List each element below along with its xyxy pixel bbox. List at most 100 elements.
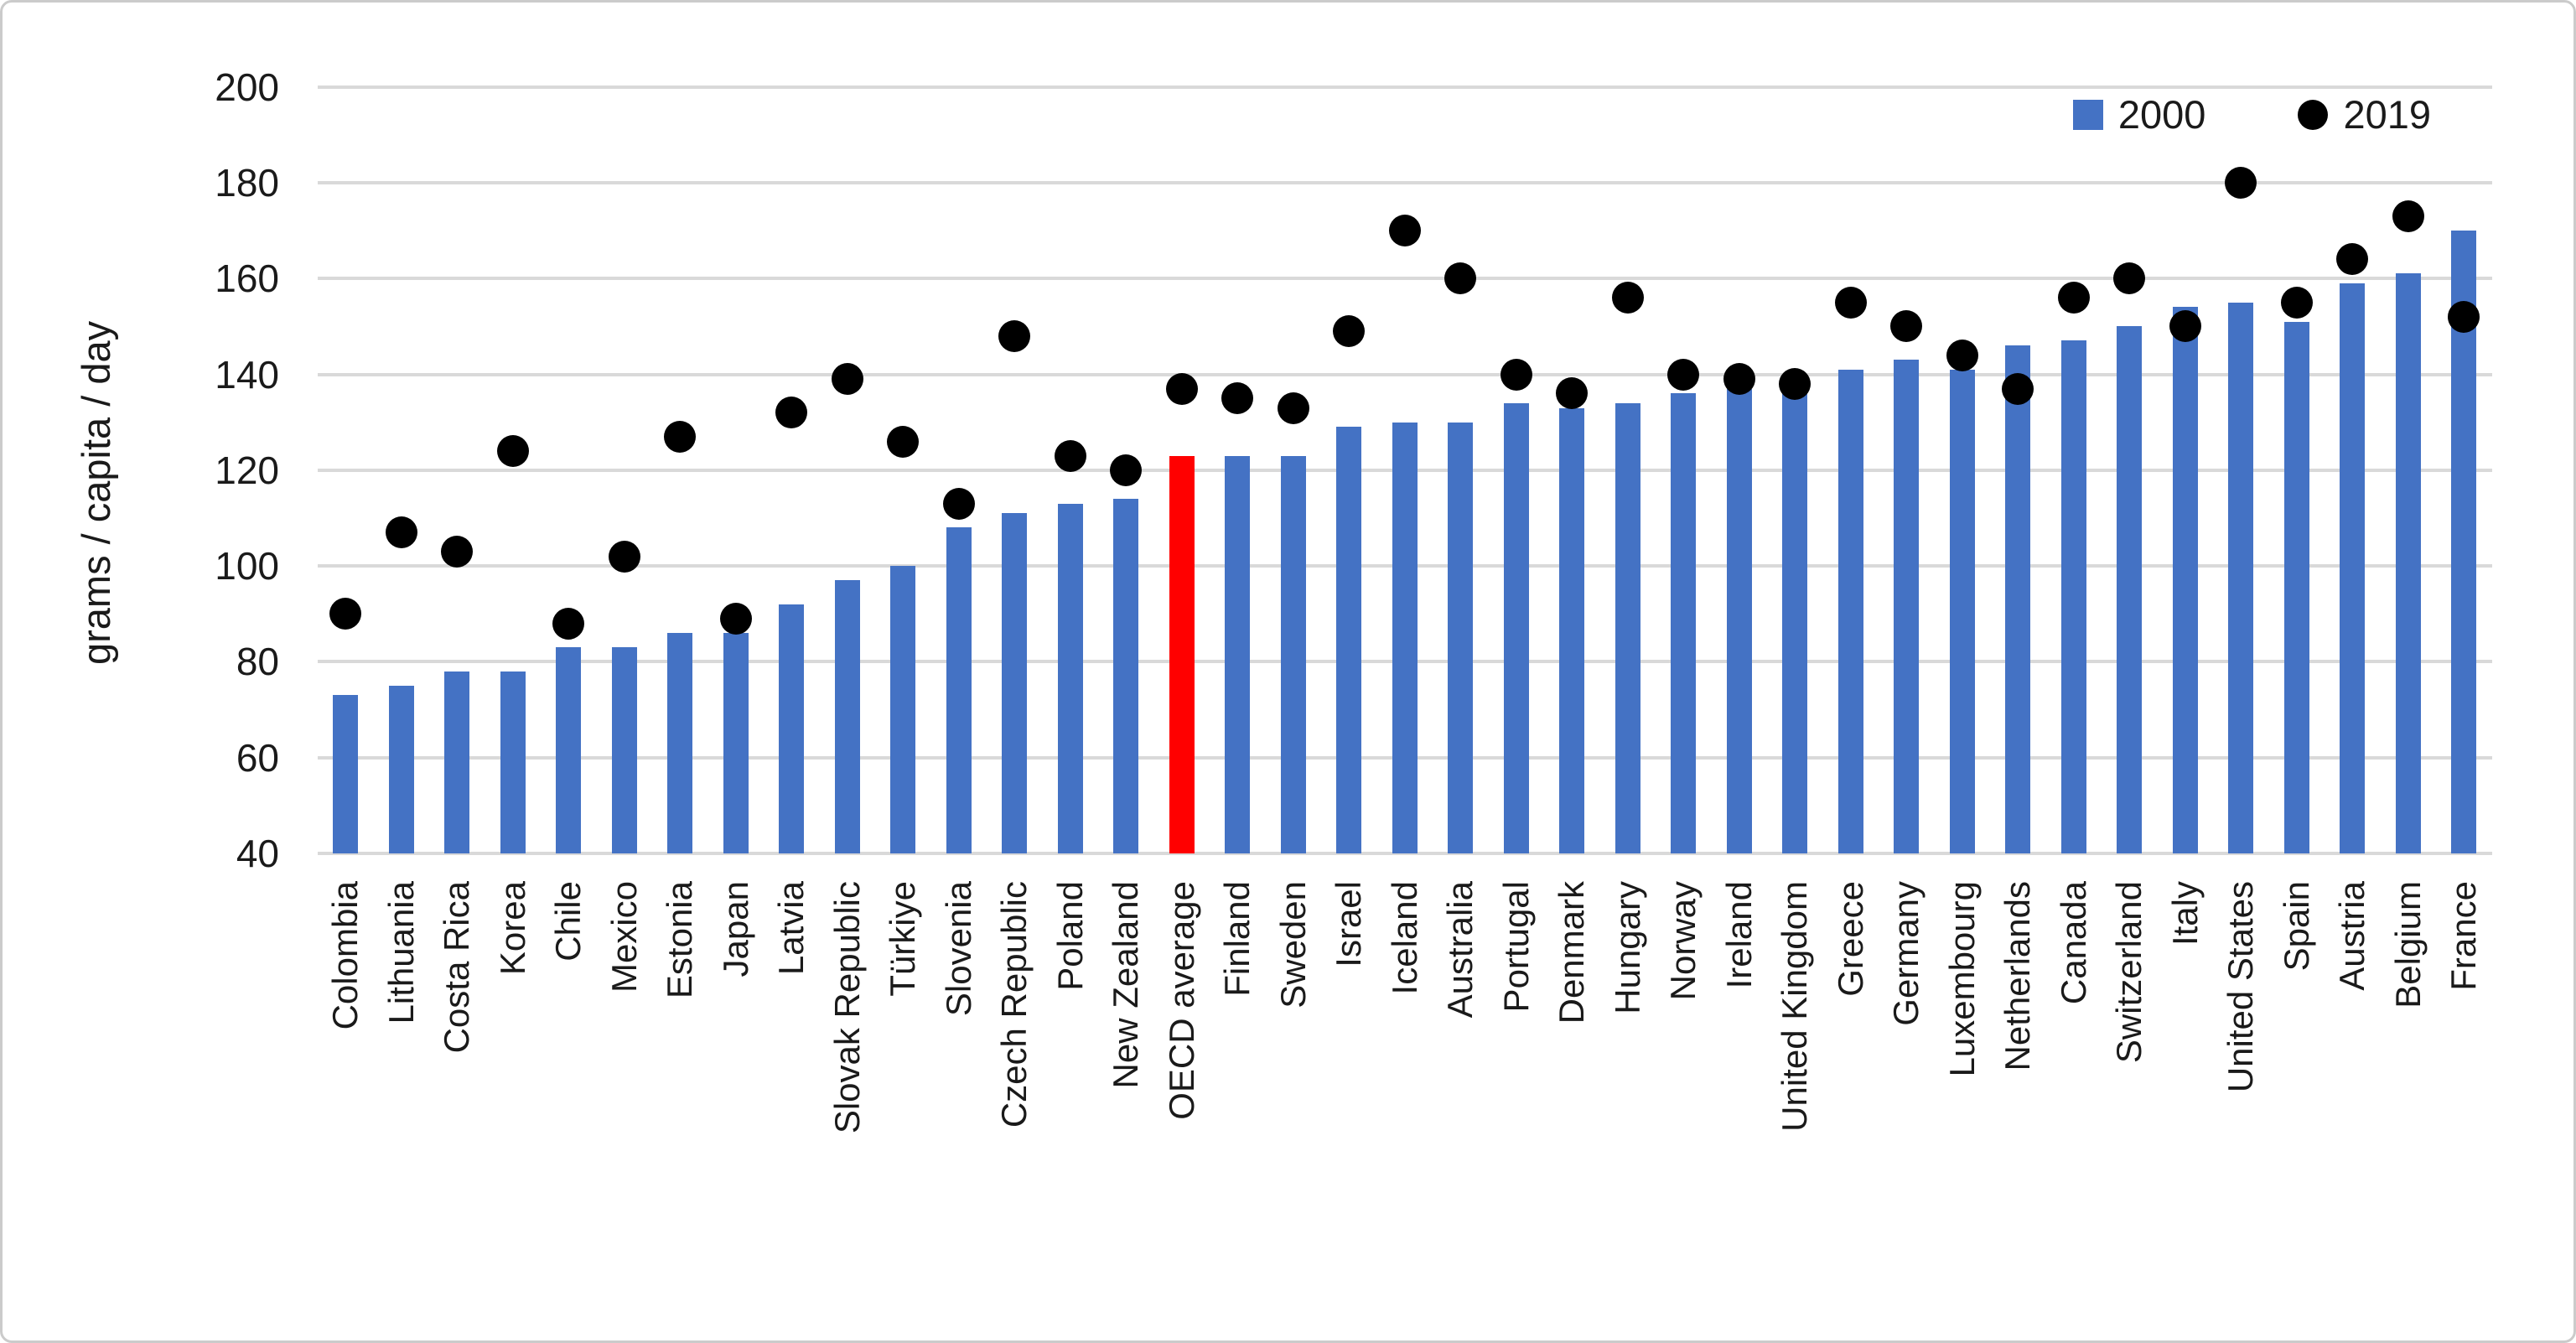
legend: 2000 2019 [2072,91,2431,137]
dot-2019-United Kingdom [1779,367,1811,400]
legend-item-2000: 2000 [2072,91,2205,137]
dot-2019-Lithuania [385,516,417,549]
bar-2000-Iceland [1392,422,1418,853]
x-axis-label-Latvia: Latvia [771,881,811,976]
x-axis-label-Australia: Australia [1440,881,1480,1019]
bar-2000-Czech Republic [1002,513,1027,853]
bar-2000-United States [2228,302,2253,853]
y-tick-label-140: 140 [215,352,279,397]
dot-2019-Slovenia [942,487,975,520]
dot-2019-Spain [2280,286,2313,319]
bar-2000-Türkiye [890,566,915,853]
bar-2000-Portugal [1503,402,1529,853]
y-tick-label-120: 120 [215,448,279,492]
x-axis-label-Costa Rica: Costa Rica [437,881,476,1054]
x-axis-label-Sweden: Sweden [1272,881,1313,1009]
x-axis-label-Italy: Italy [2164,881,2205,946]
x-axis-label-Spain: Spain [2276,881,2316,972]
dot-2019-Switzerland [2113,262,2145,295]
y-tick-label-160: 160 [215,257,279,301]
x-axis-label-Japan: Japan [715,881,755,977]
bar-2000-Slovenia [946,527,972,853]
dot-2019-Luxembourg [1946,339,1978,371]
bar-2000-Netherlands [2005,345,2030,853]
legend-dot-2019-icon [2298,99,2329,130]
x-axis-label-Mexico: Mexico [604,881,644,993]
bar-2000-Colombia [333,695,358,853]
x-axis-label-Czech Republic: Czech Republic [994,881,1034,1128]
bar-2000-Ireland [1726,388,1752,853]
bar-2000-Hungary [1615,402,1640,853]
bar-2000-Mexico [611,647,637,853]
x-axis-label-Korea: Korea [492,881,532,976]
dot-2019-Italy [2169,310,2201,343]
y-tick-label-200: 200 [215,65,279,109]
x-axis-label-New Zealand: New Zealand [1106,881,1145,1089]
dot-2019-Estonia [664,420,696,453]
gridline-160 [318,277,2492,281]
dot-2019-Hungary [1611,282,1644,314]
dot-2019-Sweden [1277,391,1309,424]
x-axis-label-Switzerland: Switzerland [2109,881,2148,1064]
x-axis-label-Israel: Israel [1329,881,1368,967]
dot-2019-Israel [1333,315,1365,348]
x-axis-label-United States: United States [2221,881,2260,1093]
gridline-200 [318,85,2492,89]
bar-2000-Germany [1894,360,1919,853]
bar-2000-Switzerland [2117,326,2142,853]
x-axis-label-Chile: Chile [548,881,588,962]
x-axis-label-Luxembourg: Luxembourg [1941,881,1982,1077]
x-axis-label-Slovak Republic: Slovak Republic [827,881,867,1134]
bar-2000-Japan [723,633,749,853]
legend-label-2019: 2019 [2343,92,2431,137]
y-tick-label-100: 100 [215,544,279,589]
x-axis-label-Ireland: Ireland [1718,881,1759,989]
x-axis-label-OECD average: OECD average [1161,881,1201,1120]
x-axis-label-Netherlands: Netherlands [1998,881,2037,1071]
dot-2019-Colombia [329,598,361,630]
bar-2000-OECD average [1169,455,1195,853]
dot-2019-Norway [1667,358,1699,391]
x-axis-label-Germany: Germany [1886,881,1926,1026]
x-axis-label-Austria: Austria [2332,881,2371,991]
bar-2000-Denmark [1559,407,1584,853]
bar-2000-Belgium [2395,273,2421,853]
dot-2019-Costa Rica [441,535,473,568]
y-tick-label-180: 180 [215,160,279,205]
x-axis-label-Colombia: Colombia [325,881,365,1030]
bar-2000-Israel [1336,427,1361,853]
gridline-180 [318,180,2492,184]
bar-2000-Australia [1448,422,1473,853]
dot-2019-Chile [552,607,584,640]
bar-2000-Greece [1837,369,1863,853]
x-axis-label-Greece: Greece [1830,881,1870,997]
legend-swatch-2000-icon [2072,99,2103,130]
dot-2019-OECD average [1165,372,1198,405]
x-axis-label-Hungary: Hungary [1607,881,1647,1014]
dot-2019-Mexico [608,540,640,573]
dot-2019-Portugal [1500,358,1532,391]
bar-2000-Sweden [1280,455,1306,853]
bar-2000-Norway [1671,393,1696,853]
x-axis-label-Norway: Norway [1663,881,1703,1001]
bar-2000-Lithuania [388,685,414,853]
x-axis-label-Estonia: Estonia [660,881,699,999]
dot-2019-Slovak Republic [831,363,863,396]
bar-2000-Italy [2172,307,2198,853]
dot-2019-Ireland [1723,363,1755,396]
dot-2019-Netherlands [2002,372,2034,405]
x-axis-label-France: France [2444,881,2483,991]
x-axis-label-Poland: Poland [1050,881,1090,991]
bar-2000-Estonia [667,633,692,853]
gridline-40 [318,852,2492,855]
x-axis-label-Iceland: Iceland [1384,881,1424,995]
dot-2019-Poland [1054,439,1086,472]
dot-2019-Germany [1890,310,1922,343]
x-axis-label-Canada: Canada [2053,881,2093,1005]
dot-2019-Australia [1444,262,1476,295]
dot-2019-Iceland [1388,215,1421,247]
dot-2019-Belgium [2392,200,2424,232]
x-axis-label-Denmark: Denmark [1552,881,1591,1024]
x-axis-label-Portugal: Portugal [1495,881,1536,1013]
